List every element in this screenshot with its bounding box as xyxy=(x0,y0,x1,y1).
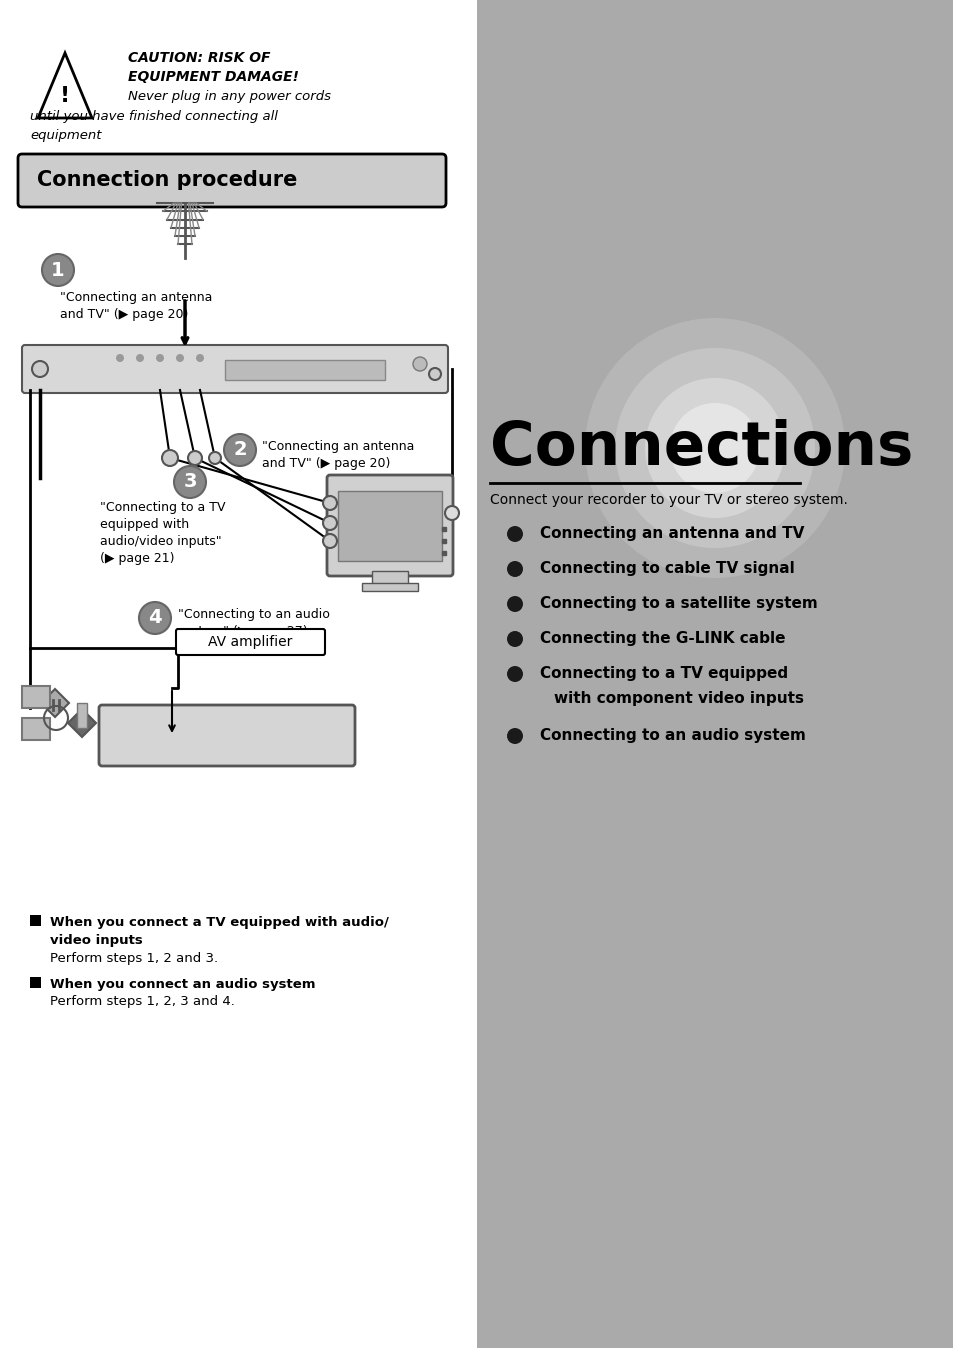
Polygon shape xyxy=(38,53,91,119)
FancyBboxPatch shape xyxy=(327,474,453,576)
Circle shape xyxy=(136,355,144,363)
Text: Perform steps 1, 2, 3 and 4.: Perform steps 1, 2, 3 and 4. xyxy=(50,995,234,1008)
Bar xyxy=(22,718,50,740)
Circle shape xyxy=(116,355,124,363)
Text: CAUTION: RISK OF: CAUTION: RISK OF xyxy=(128,51,271,65)
Bar xyxy=(77,704,87,728)
Text: "Connecting to an audio: "Connecting to an audio xyxy=(178,608,330,621)
Text: When you connect a TV equipped with audio/: When you connect a TV equipped with audi… xyxy=(50,917,389,929)
Text: and TV" (▶ page 20): and TV" (▶ page 20) xyxy=(262,457,390,470)
Circle shape xyxy=(506,728,522,744)
Bar xyxy=(337,491,441,561)
FancyBboxPatch shape xyxy=(99,705,355,766)
Text: EQUIPMENT DAMAGE!: EQUIPMENT DAMAGE! xyxy=(128,70,298,84)
Circle shape xyxy=(175,355,184,363)
Circle shape xyxy=(209,452,221,464)
Text: and TV" (▶ page 20): and TV" (▶ page 20) xyxy=(60,307,188,321)
Text: equipped with: equipped with xyxy=(100,518,189,531)
Text: When you connect an audio system: When you connect an audio system xyxy=(50,979,315,991)
Bar xyxy=(22,686,50,708)
Circle shape xyxy=(173,466,206,497)
Circle shape xyxy=(506,666,522,682)
Circle shape xyxy=(506,596,522,612)
Text: AV amplifier: AV amplifier xyxy=(208,635,292,648)
Circle shape xyxy=(323,516,336,530)
Text: 3: 3 xyxy=(183,473,196,492)
Circle shape xyxy=(32,361,48,377)
Circle shape xyxy=(162,450,178,466)
Text: video inputs: video inputs xyxy=(50,934,143,948)
Circle shape xyxy=(669,403,760,493)
Text: until you have finished connecting all: until you have finished connecting all xyxy=(30,111,277,123)
Bar xyxy=(225,360,385,380)
Bar xyxy=(30,915,41,926)
Circle shape xyxy=(444,506,458,520)
Text: !: ! xyxy=(60,86,70,106)
Circle shape xyxy=(644,377,784,518)
Text: Never plug in any power cords: Never plug in any power cords xyxy=(128,90,331,102)
Circle shape xyxy=(413,357,427,371)
Circle shape xyxy=(323,534,336,549)
Text: Connecting to a TV equipped: Connecting to a TV equipped xyxy=(539,666,787,681)
Circle shape xyxy=(323,496,336,510)
Polygon shape xyxy=(41,689,69,717)
Bar xyxy=(372,572,408,585)
FancyBboxPatch shape xyxy=(18,154,446,208)
Text: Connecting to an audio system: Connecting to an audio system xyxy=(539,728,805,743)
Text: 1: 1 xyxy=(51,260,65,279)
Circle shape xyxy=(188,452,202,465)
Text: equipment: equipment xyxy=(30,129,101,142)
Text: Connections: Connections xyxy=(490,419,912,479)
Text: Connecting the G-LINK cable: Connecting the G-LINK cable xyxy=(539,631,784,646)
Text: "Connecting an antenna: "Connecting an antenna xyxy=(262,439,414,453)
Bar xyxy=(361,582,417,590)
Text: "Connecting an antenna: "Connecting an antenna xyxy=(60,291,213,305)
FancyBboxPatch shape xyxy=(175,630,325,655)
Text: system" (▶ page 27): system" (▶ page 27) xyxy=(178,625,307,638)
Polygon shape xyxy=(68,709,96,737)
Circle shape xyxy=(42,253,74,286)
Text: with component video inputs: with component video inputs xyxy=(554,692,803,706)
Circle shape xyxy=(224,434,255,466)
Circle shape xyxy=(195,355,204,363)
Text: Perform steps 1, 2 and 3.: Perform steps 1, 2 and 3. xyxy=(50,952,218,965)
Circle shape xyxy=(506,526,522,542)
Text: Connecting to cable TV signal: Connecting to cable TV signal xyxy=(539,561,794,576)
Circle shape xyxy=(156,355,164,363)
Text: Connecting to a satellite system: Connecting to a satellite system xyxy=(539,596,817,611)
Bar xyxy=(476,0,953,1348)
Text: 4: 4 xyxy=(148,608,162,628)
Circle shape xyxy=(615,348,814,549)
FancyBboxPatch shape xyxy=(22,345,448,394)
Circle shape xyxy=(429,368,440,380)
Text: 2: 2 xyxy=(233,441,247,460)
Bar xyxy=(30,977,41,988)
Circle shape xyxy=(139,603,171,634)
Text: Connect your recorder to your TV or stereo system.: Connect your recorder to your TV or ster… xyxy=(490,493,847,507)
Circle shape xyxy=(584,318,844,578)
Text: "Connecting to a TV: "Connecting to a TV xyxy=(100,501,225,514)
Text: audio/video inputs": audio/video inputs" xyxy=(100,535,221,549)
Text: Connecting an antenna and TV: Connecting an antenna and TV xyxy=(539,526,803,541)
Text: (▶ page 21): (▶ page 21) xyxy=(100,551,174,565)
Text: Connection procedure: Connection procedure xyxy=(37,170,297,190)
Circle shape xyxy=(506,561,522,577)
Circle shape xyxy=(506,631,522,647)
